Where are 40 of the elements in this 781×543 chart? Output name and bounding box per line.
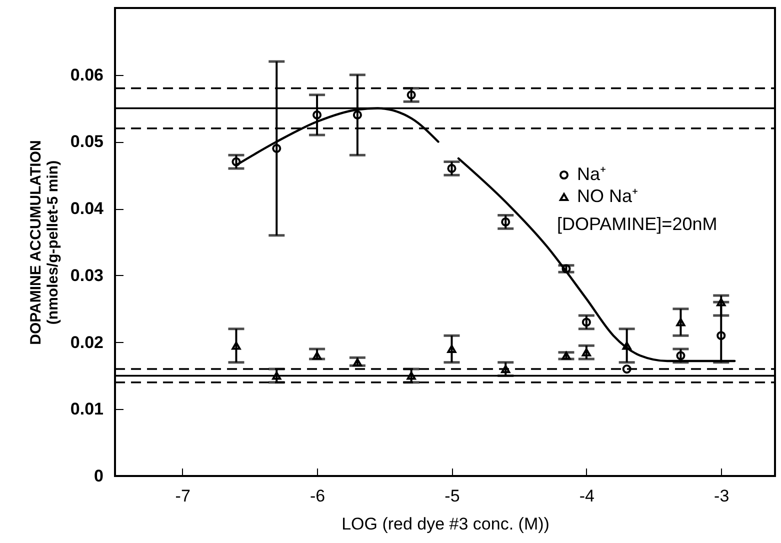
point (622, 364, 632, 374)
point (272, 372, 282, 380)
y-tick-label: 0.01 (70, 400, 104, 419)
y-tick-label: 0.03 (70, 266, 104, 285)
y-tick-label: 0.04 (70, 199, 104, 218)
x-tick-label: -5 (444, 486, 460, 506)
x-axis-title: LOG (red dye #3 conc. (M)) (342, 514, 550, 534)
point (501, 217, 510, 226)
point (312, 352, 322, 360)
point (447, 344, 456, 354)
y-tick-label: 0.05 (70, 132, 104, 152)
y-tick-label: 0.06 (70, 65, 104, 84)
point (406, 372, 416, 380)
point (676, 351, 686, 360)
point (406, 90, 416, 100)
point (562, 352, 571, 360)
x-tick-label: -6 (310, 486, 326, 506)
point (676, 318, 686, 326)
point (582, 318, 591, 327)
y-axis-title: DOPAMINE ACCUMULATION (nmoles/g-pellet-5 min) (27, 140, 62, 345)
point (272, 144, 282, 153)
point (447, 164, 456, 173)
point (232, 342, 241, 350)
point (562, 264, 571, 274)
point (352, 358, 362, 366)
point (716, 298, 726, 306)
legend-label: Na⁺ (577, 164, 606, 184)
x-tick-label: -3 (714, 486, 730, 506)
legend-label: NO Na⁺ (577, 186, 638, 206)
y-tick-label: 0 (94, 466, 104, 486)
x-tick-label: -4 (579, 486, 594, 506)
point (352, 110, 362, 120)
point (582, 348, 591, 356)
point (716, 331, 726, 340)
point (501, 364, 510, 374)
x-tick-label: -7 (175, 486, 190, 506)
point (312, 110, 322, 120)
y-tick-label: 0.02 (70, 332, 104, 352)
annotation: [DOPAMINE]=20nM (557, 214, 718, 234)
point (622, 342, 632, 350)
